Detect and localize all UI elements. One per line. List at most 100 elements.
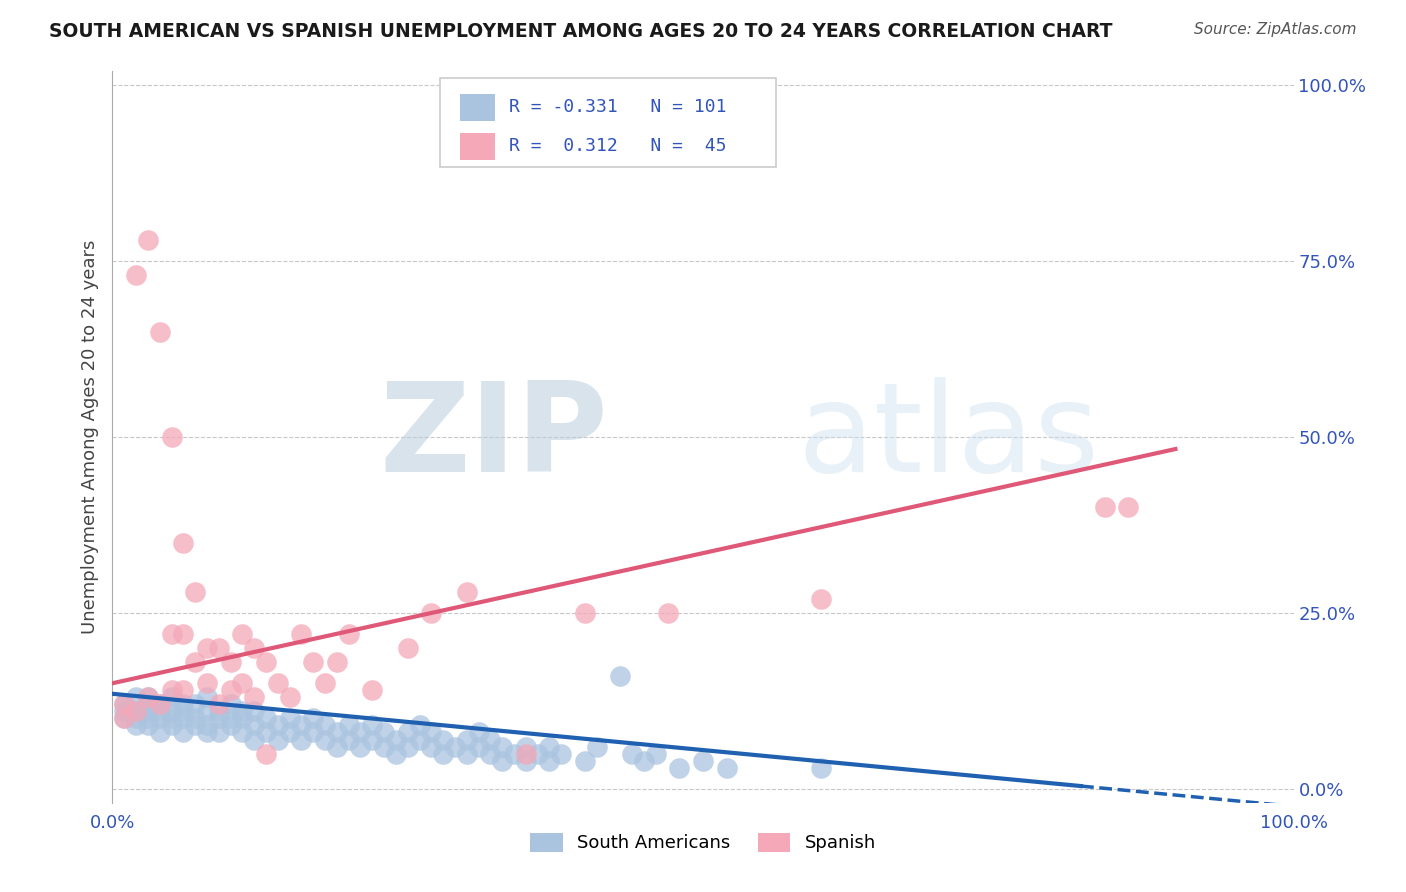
- Point: [467, 725, 489, 739]
- Point: [326, 725, 349, 739]
- Point: [1116, 500, 1139, 515]
- Point: [515, 739, 537, 754]
- Point: [373, 739, 395, 754]
- Point: [160, 718, 183, 732]
- Point: [432, 747, 454, 761]
- Point: [337, 732, 360, 747]
- Point: [231, 725, 253, 739]
- Point: [361, 732, 384, 747]
- Point: [326, 655, 349, 669]
- Point: [290, 732, 312, 747]
- Point: [361, 683, 384, 698]
- Point: [290, 718, 312, 732]
- Point: [172, 725, 194, 739]
- Point: [396, 641, 419, 656]
- Point: [112, 711, 135, 725]
- Point: [267, 676, 290, 690]
- Point: [243, 732, 266, 747]
- Point: [515, 754, 537, 768]
- Point: [184, 711, 207, 725]
- Point: [810, 591, 832, 606]
- Point: [668, 761, 690, 775]
- Text: atlas: atlas: [797, 376, 1099, 498]
- Point: [172, 535, 194, 549]
- Point: [585, 739, 607, 754]
- Point: [302, 655, 325, 669]
- Point: [219, 655, 242, 669]
- Point: [231, 711, 253, 725]
- Point: [267, 718, 290, 732]
- Point: [160, 430, 183, 444]
- Point: [195, 676, 218, 690]
- Point: [136, 233, 159, 247]
- Point: [243, 705, 266, 719]
- Point: [432, 732, 454, 747]
- Point: [314, 676, 336, 690]
- Point: [219, 698, 242, 712]
- Legend: South Americans, Spanish: South Americans, Spanish: [523, 826, 883, 860]
- Point: [373, 725, 395, 739]
- Point: [633, 754, 655, 768]
- Point: [195, 690, 218, 705]
- Point: [195, 641, 218, 656]
- Point: [550, 747, 572, 761]
- Point: [420, 725, 443, 739]
- Point: [574, 606, 596, 620]
- Point: [112, 711, 135, 725]
- Point: [254, 747, 277, 761]
- Point: [172, 711, 194, 725]
- Point: [456, 747, 478, 761]
- Point: [195, 725, 218, 739]
- Point: [254, 725, 277, 739]
- Point: [385, 747, 408, 761]
- Point: [456, 732, 478, 747]
- Point: [149, 698, 172, 712]
- Point: [149, 325, 172, 339]
- Point: [184, 718, 207, 732]
- Point: [278, 711, 301, 725]
- Point: [208, 711, 231, 725]
- Point: [208, 641, 231, 656]
- Point: [184, 584, 207, 599]
- Point: [479, 732, 502, 747]
- Point: [337, 718, 360, 732]
- Point: [810, 761, 832, 775]
- Point: [337, 627, 360, 641]
- Point: [538, 739, 561, 754]
- Point: [479, 747, 502, 761]
- Text: ZIP: ZIP: [380, 376, 609, 498]
- Point: [219, 711, 242, 725]
- Point: [290, 627, 312, 641]
- Point: [195, 718, 218, 732]
- Point: [302, 725, 325, 739]
- Point: [243, 690, 266, 705]
- Point: [467, 739, 489, 754]
- Point: [149, 698, 172, 712]
- Point: [125, 268, 148, 283]
- Point: [136, 711, 159, 725]
- Point: [243, 641, 266, 656]
- Point: [136, 718, 159, 732]
- Point: [136, 705, 159, 719]
- Point: [538, 754, 561, 768]
- Point: [160, 690, 183, 705]
- Point: [172, 698, 194, 712]
- Point: [267, 732, 290, 747]
- Point: [172, 705, 194, 719]
- Point: [657, 606, 679, 620]
- Point: [160, 711, 183, 725]
- Point: [254, 655, 277, 669]
- Point: [195, 705, 218, 719]
- Point: [149, 705, 172, 719]
- Point: [125, 711, 148, 725]
- Point: [621, 747, 644, 761]
- Point: [219, 718, 242, 732]
- Point: [326, 739, 349, 754]
- Point: [184, 655, 207, 669]
- Point: [444, 739, 467, 754]
- Point: [491, 739, 513, 754]
- Point: [136, 690, 159, 705]
- Point: [396, 739, 419, 754]
- Point: [231, 705, 253, 719]
- Point: [149, 725, 172, 739]
